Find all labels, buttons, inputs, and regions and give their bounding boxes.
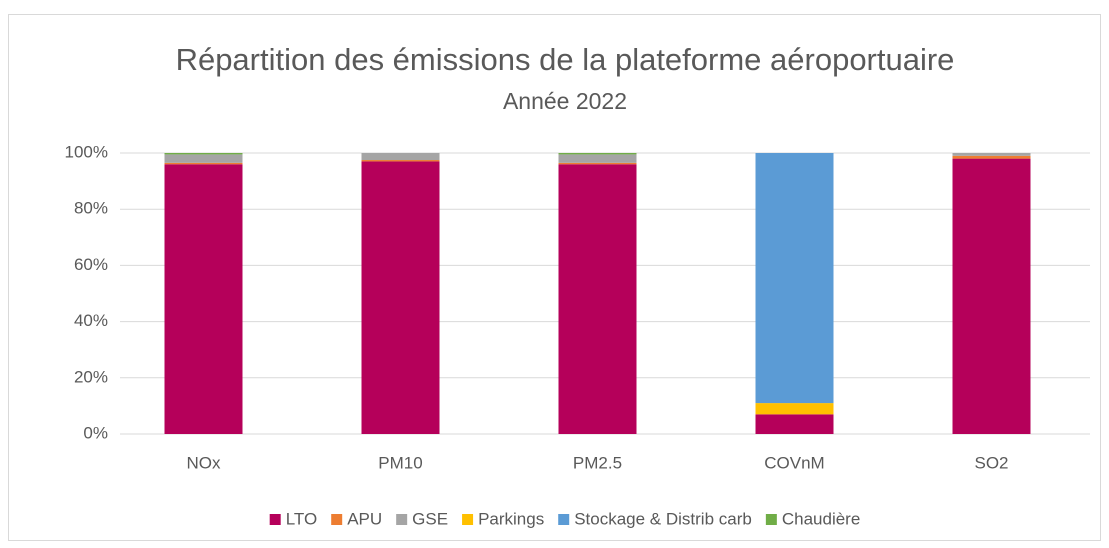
bar-segment bbox=[952, 155, 1031, 159]
bar-segment bbox=[164, 164, 243, 435]
legend-label: APU bbox=[347, 509, 382, 528]
bar-segment bbox=[164, 154, 243, 163]
bar-segment bbox=[755, 403, 834, 415]
y-tick-label: 0% bbox=[83, 423, 108, 442]
legend-label: Chaudière bbox=[782, 509, 860, 528]
chart-title: Répartition des émissions de la platefor… bbox=[176, 42, 955, 77]
chart-subtitle: Année 2022 bbox=[503, 88, 627, 114]
bar-segment bbox=[361, 153, 440, 161]
bar-segment bbox=[164, 153, 243, 155]
legend-swatch bbox=[331, 514, 343, 525]
bar-segment bbox=[164, 162, 243, 165]
bar-segment bbox=[755, 153, 834, 404]
legend-label: Stockage & Distrib carb bbox=[574, 509, 752, 528]
y-tick-label: 20% bbox=[74, 367, 108, 386]
x-tick-label: PM2.5 bbox=[573, 453, 622, 472]
bar-segment bbox=[558, 153, 637, 155]
legend-label: GSE bbox=[412, 509, 448, 528]
bar-segment bbox=[755, 414, 834, 434]
x-tick-label: NOx bbox=[187, 453, 222, 472]
bar-segment bbox=[558, 162, 637, 165]
legend-swatch bbox=[765, 514, 777, 525]
x-tick-label: PM10 bbox=[378, 453, 422, 472]
legend-label: Parkings bbox=[478, 509, 544, 528]
bar-segment bbox=[361, 160, 440, 162]
legend-swatch bbox=[462, 514, 474, 525]
legend-swatch bbox=[396, 514, 408, 525]
bar-segment bbox=[952, 153, 1031, 156]
legend-label: LTO bbox=[286, 509, 318, 528]
y-tick-label: 40% bbox=[74, 311, 108, 330]
legend-swatch bbox=[558, 514, 570, 525]
y-tick-label: 60% bbox=[74, 255, 108, 274]
bar-segment bbox=[558, 164, 637, 435]
y-tick-label: 80% bbox=[74, 199, 108, 218]
bar-segment bbox=[361, 161, 440, 434]
x-tick-label: COVnM bbox=[764, 453, 824, 472]
y-tick-label: 100% bbox=[65, 142, 108, 161]
bar-segment bbox=[952, 158, 1031, 434]
legend-swatch bbox=[269, 514, 281, 525]
x-tick-label: SO2 bbox=[974, 453, 1008, 472]
bar-segment bbox=[558, 154, 637, 163]
